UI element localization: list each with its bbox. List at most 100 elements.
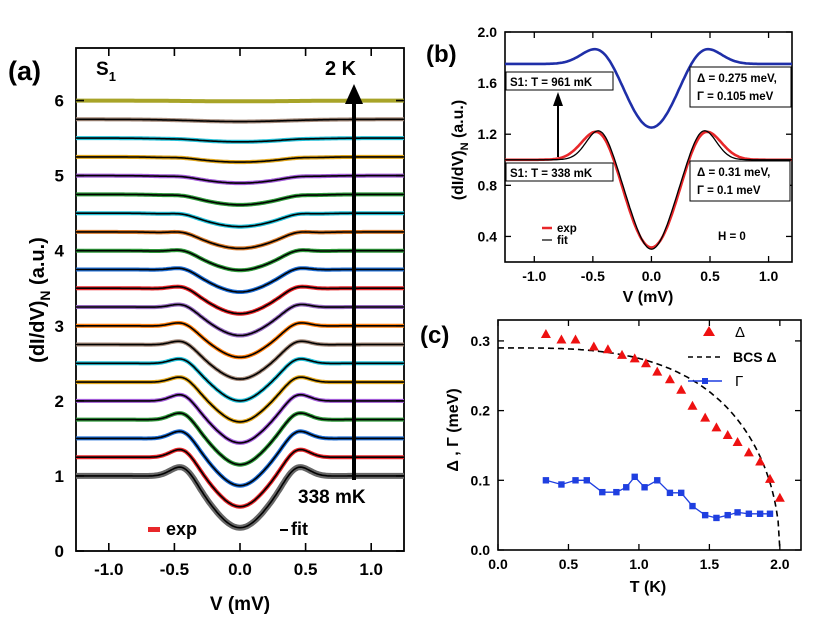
panel-c-gamma-point [713,514,720,522]
panel-c-delta-point [743,447,754,457]
panel-b-curve-0 [505,47,792,129]
panel-b-curves [505,47,792,250]
panel-a-fit-curve-2 [76,430,404,487]
panel-c-delta-point [755,456,766,466]
panel-c-delta-point [629,353,640,363]
panel-b-curve-2 [505,130,792,250]
panel-a-xtick-label: -0.5 [160,560,189,579]
panel-c-gamma-point [623,484,630,491]
panel-a-fit-curve-16 [76,174,404,184]
svg-text:S1: T = 961 mK: S1: T = 961 mK [510,77,593,89]
svg-text:S1: T = 338 mK: S1: T = 338 mK [510,168,593,180]
panel-b-xlabel: V (mV) [623,289,674,306]
panel-b-ylabel: (dI/dV)N (a.u.) [450,100,471,200]
panel-a-fit-curve-15 [76,193,404,206]
panel-a-fit-curve-0 [76,466,404,529]
panel-c-legend-bcs: BCS Δ [733,349,777,365]
panel-b-ytick-label: 1.2 [478,126,498,142]
panel-a-xlabel: V (mV) [210,594,270,615]
panel-b-ticks: -1.0 -0.5 0.0 0.5 1.0 0.4 0.8 1.2 1.6 2.0 [478,24,792,284]
panel-b-frame [504,31,793,263]
panel-c: 0.0 0.5 1.0 1.5 2.0 0.0 0.1 0.2 0.3 (c) Δ , Γ (m… [420,319,802,596]
panel-a-legend-exp: exp [166,519,197,539]
panel-a-fit-curve-3 [76,412,404,466]
panel-c-tag: (c) [420,322,449,349]
panel-c-gamma-point [666,489,674,497]
panel-a-fit-curve-7 [76,340,404,380]
panel-c-gamma-point [701,511,709,519]
panel-a-fit-curve-11 [76,267,404,293]
panel-c-ticks: 0.0 0.5 1.0 1.5 2.0 0.0 0.1 0.2 0.3 [471,320,801,572]
panel-c-delta-point [556,334,567,344]
panel-a-ytick-label: 4 [55,242,65,261]
panel-b-xtick-label: -0.5 [581,268,605,284]
panel-c-legend-gamma-marker [702,378,708,384]
panel-c-gamma-point [641,484,648,491]
panel-a-fit-curve-12 [76,249,404,271]
panel-c-gamma-point [599,488,606,496]
panel-a-fit-curve-6 [76,358,404,402]
panel-a-arrow-head [345,84,363,104]
panel-a-bottom-label: 338 mK [298,487,366,508]
panel-a-curves [76,98,404,531]
panel-b-xtick-label: 0.0 [642,268,662,284]
panel-a-xtick-label: 0.0 [228,560,252,579]
panel-a-sample: S1 [96,59,116,84]
panel-c-gamma-point [558,481,565,488]
panel-a-fit-curve-17 [76,156,404,163]
panel-c-legend-delta-marker [703,326,715,336]
panel-c-delta-point [722,430,733,439]
panel-c-gamma-point [583,477,590,484]
panel-a-xtick-label: 1.0 [359,560,383,579]
panel-a-fit-curve-19 [76,118,404,123]
panel-c-legend-delta: Δ [735,324,745,341]
panel-a: -1.0 -0.5 0.0 0.5 1.0 0 1 2 3 4 5 6 (a) S1 2 K 338 … [8,47,405,615]
panel-c-delta-point [774,492,785,502]
panel-c-bcs-curve [498,347,781,551]
panel-c-gamma-point [631,473,638,481]
panel-a-ytick-label: 6 [55,92,64,111]
panel-b-ytick-label: 1.6 [478,75,498,91]
panel-b-ytick-label: 0.4 [478,228,498,244]
panel-c-gamma-point [734,509,741,516]
panel-c-frame [497,319,802,551]
panel-a-fit-curve-14 [76,212,404,228]
panel-b-ytick-label: 2.0 [478,24,498,40]
panel-a-ytick-label: 1 [55,467,64,486]
panel-b-xtick-label: 1.0 [759,268,779,284]
panel-c-delta-point [711,422,722,432]
panel-c-gamma-point [745,510,753,517]
panel-a-fit-curve-4 [76,393,404,444]
panel-c-ytick-label: 0.3 [471,333,491,349]
panel-a-ytick-label: 2 [55,392,64,411]
panel-a-ytick-label: 0 [55,542,64,561]
panel-c-delta-point [676,384,687,394]
panel-c-gamma-point [678,489,685,497]
panel-a-fit-curve-18 [76,137,404,143]
panel-a-legend-fit-swatch [280,529,288,531]
panel-c-xlabel: T (K) [630,579,666,596]
svg-text:Δ = 0.31 meV,: Δ = 0.31 meV, [697,167,770,179]
panel-c-gamma-point [724,511,731,519]
panel-c-ytick-label: 0.0 [471,542,491,558]
panel-b-legend-exp: exp [557,223,577,235]
panel-c-delta-point [732,436,743,446]
panel-c-xtick-label: 2.0 [770,556,790,572]
panel-b-arrow-head [553,92,563,106]
panel-c-delta-point [540,328,551,338]
panel-c-gamma-point [766,510,774,517]
panel-c-gamma-point [542,477,550,484]
panel-a-fit-curve-8 [76,322,404,359]
panel-a-top-label: 2 K [325,58,357,80]
panel-b-box2-right: Δ = 0.31 meV, Γ = 0.1 meV [689,160,791,202]
panel-a-tag: (a) [8,56,41,86]
panel-c-delta-point [602,344,613,354]
panel-a-xtick-label: 0.5 [294,560,318,579]
panel-a-fit-curve-9 [76,303,404,337]
panel-c-plot [498,328,785,551]
panel-b-box2-left: S1: T = 338 mK [505,162,614,182]
panel-c-ytick-label: 0.1 [471,472,491,488]
panel-a-fit-curve-13 [76,231,404,250]
panel-c-ylabel: Δ , Γ (meV) [445,388,462,471]
panel-a-fit-curve-5 [76,376,404,423]
